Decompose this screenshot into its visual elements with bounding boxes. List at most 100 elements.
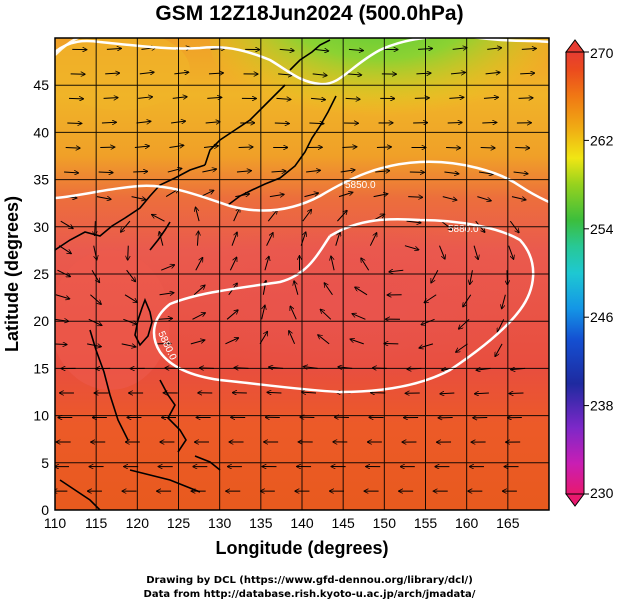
colorbar-bar: [565, 51, 585, 495]
wind-arrow-icon: [442, 196, 457, 200]
wind-arrow-icon: [431, 269, 439, 282]
wind-arrow-icon: [276, 98, 290, 99]
contour-label-5850-east: 5850.0: [345, 180, 376, 191]
wind-arrow-icon: [169, 145, 183, 147]
wind-arrow-icon: [290, 307, 297, 320]
y-tick-label: 45: [33, 77, 49, 93]
wind-arrow-icon: [325, 283, 333, 296]
wind-arrow-icon: [289, 331, 296, 345]
wind-arrow-icon: [202, 169, 216, 173]
colorbar-label: 270: [590, 45, 614, 61]
wind-arrow-icon: [511, 196, 526, 200]
x-tick-label: 125: [167, 515, 191, 531]
wind-arrow-icon: [355, 287, 368, 296]
y-tick-label: 30: [33, 219, 49, 235]
wind-arrow-icon: [279, 49, 294, 50]
wind-arrow-icon: [470, 270, 473, 284]
wind-arrow-icon: [495, 343, 503, 356]
wind-arrow-icon: [231, 233, 237, 246]
wind-arrow-icon: [205, 122, 220, 123]
x-tick-label: 130: [208, 515, 232, 531]
colorbar-label: 262: [590, 132, 614, 148]
map-title: GSM 12Z18Jun2024 (500.0hPa): [155, 2, 464, 25]
wind-arrow-icon: [408, 197, 422, 198]
y-tick-label: 10: [33, 408, 49, 424]
wind-arrow-icon: [88, 318, 102, 325]
wind-arrow-icon: [274, 123, 289, 124]
wind-arrow-icon: [318, 335, 330, 345]
wind-arrow-icon: [261, 306, 265, 320]
wind-arrow-icon: [294, 281, 299, 295]
wind-arrow-icon: [483, 97, 498, 98]
wind-arrow-icon: [311, 98, 325, 99]
y-tick-label: 5: [41, 455, 49, 471]
wind-arrow-icon: [196, 208, 200, 222]
wind-arrow-icon: [203, 146, 218, 148]
wind-arrow-icon: [96, 197, 111, 200]
wind-arrow-icon: [416, 73, 430, 74]
wind-arrow-icon: [480, 148, 495, 149]
wind-arrow-icon: [55, 294, 69, 299]
wind-arrow-icon: [278, 74, 292, 75]
wind-arrow-icon: [456, 343, 468, 352]
wind-arrow-icon: [389, 270, 404, 272]
wind-arrow-icon: [159, 232, 164, 246]
wind-arrow-icon: [91, 269, 99, 282]
wind-arrow-icon: [337, 211, 346, 222]
y-tick-label: 40: [33, 124, 49, 140]
wind-arrow-icon: [502, 294, 506, 309]
wind-arrow-icon: [508, 245, 514, 259]
wind-arrow-icon: [105, 73, 119, 74]
wind-arrow-icon: [193, 286, 204, 296]
wind-arrow-icon: [353, 314, 366, 320]
wind-arrow-icon: [195, 258, 203, 271]
wind-arrow-icon: [449, 97, 463, 98]
wind-arrow-icon: [264, 257, 269, 271]
wind-arrow-icon: [439, 245, 444, 259]
wind-arrow-icon: [236, 171, 251, 172]
x-tick-label: 160: [455, 515, 479, 531]
wind-arrow-icon: [167, 168, 182, 173]
wind-arrow-icon: [440, 220, 452, 229]
wind-arrow-icon: [348, 49, 363, 50]
wind-arrow-icon: [192, 313, 204, 320]
credit-line-drawing: Drawing by DCL (https://www.gfd-dennou.o…: [146, 575, 473, 586]
wind-arrow-icon: [55, 344, 67, 345]
contour-label-5880-east: 5880.0: [448, 224, 479, 235]
wind-arrow-icon: [509, 393, 524, 394]
y-tick-label: 35: [33, 172, 49, 188]
wind-arrow-icon: [450, 72, 465, 73]
wind-arrow-icon: [128, 245, 129, 260]
wind-arrow-icon: [190, 340, 204, 345]
wind-arrow-icon: [95, 221, 96, 235]
wind-arrow-icon: [138, 97, 152, 99]
wind-arrow-icon: [226, 310, 238, 320]
wind-arrow-icon: [477, 196, 490, 201]
wind-arrow-icon: [139, 72, 154, 74]
wind-arrow-icon: [406, 221, 421, 223]
wind-arrow-icon: [157, 318, 172, 319]
wind-arrow-icon: [207, 97, 221, 98]
x-tick-label: 115: [85, 515, 108, 531]
wind-arrow-icon: [373, 194, 388, 197]
wind-arrow-icon: [64, 172, 78, 173]
x-tick-label: 155: [414, 515, 438, 531]
wind-arrow-icon: [65, 148, 80, 149]
wind-arrow-icon: [152, 215, 165, 222]
y-tick-labels: 0 5 10 15 20 25 30 35 40 45: [33, 77, 49, 518]
wind-arrow-icon: [197, 232, 198, 246]
wind-arrow-icon: [478, 172, 493, 174]
y-tick-label: 15: [33, 360, 49, 376]
wind-arrow-icon: [161, 265, 174, 271]
wind-arrow-icon: [229, 258, 236, 271]
wind-arrow-icon: [419, 343, 434, 348]
colorbar-label: 246: [590, 309, 614, 325]
wind-arrow-icon: [331, 257, 335, 271]
wind-arrow-icon: [440, 393, 455, 394]
wind-arrow-icon: [172, 97, 187, 99]
y-tick-label: 25: [33, 266, 49, 282]
wind-arrow-icon: [321, 310, 332, 320]
wind-arrow-icon: [452, 48, 467, 50]
wind-arrow-icon: [98, 172, 113, 173]
wind-arrow-icon: [513, 172, 528, 174]
